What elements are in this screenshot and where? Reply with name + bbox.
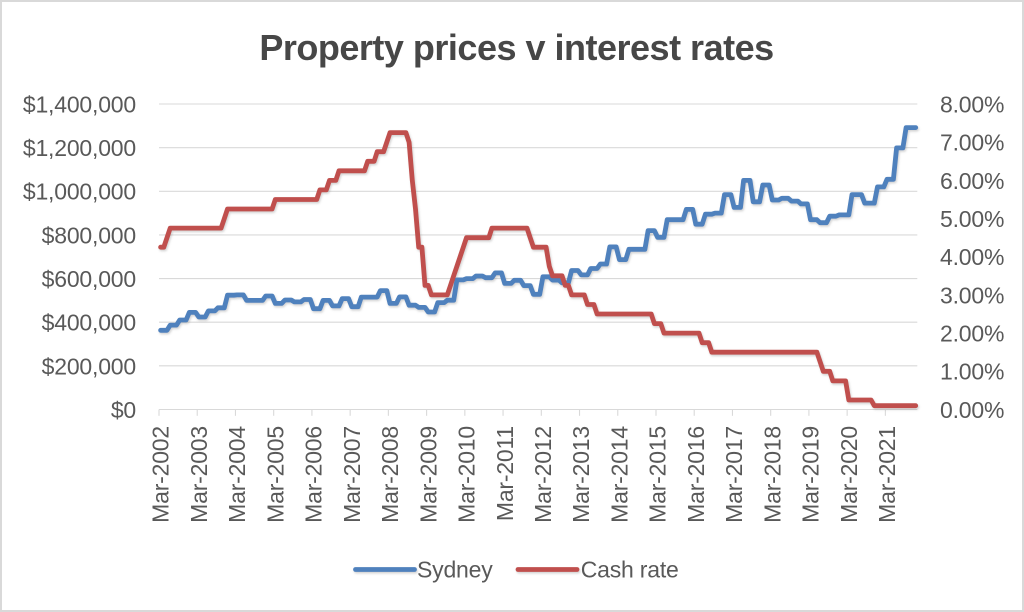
svg-text:Mar-2014: Mar-2014 bbox=[607, 426, 633, 523]
svg-text:6.00%: 6.00% bbox=[940, 168, 1004, 194]
svg-text:Mar-2006: Mar-2006 bbox=[301, 426, 327, 523]
svg-text:3.00%: 3.00% bbox=[940, 282, 1004, 308]
svg-text:$800,000: $800,000 bbox=[42, 222, 136, 248]
svg-text:Mar-2017: Mar-2017 bbox=[721, 426, 747, 523]
svg-text:Mar-2013: Mar-2013 bbox=[568, 426, 594, 523]
svg-text:Mar-2005: Mar-2005 bbox=[262, 426, 288, 523]
svg-text:Mar-2002: Mar-2002 bbox=[148, 426, 174, 523]
svg-text:Property prices v interest rat: Property prices v interest rates bbox=[259, 27, 773, 68]
svg-text:$600,000: $600,000 bbox=[42, 266, 136, 292]
svg-text:Mar-2010: Mar-2010 bbox=[454, 426, 480, 523]
svg-text:$1,000,000: $1,000,000 bbox=[23, 179, 136, 205]
svg-text:Mar-2004: Mar-2004 bbox=[224, 426, 250, 523]
svg-text:$0: $0 bbox=[111, 397, 136, 423]
svg-text:Mar-2016: Mar-2016 bbox=[683, 426, 709, 523]
svg-text:$1,400,000: $1,400,000 bbox=[23, 91, 136, 117]
svg-text:Mar-2018: Mar-2018 bbox=[759, 426, 785, 523]
svg-text:$200,000: $200,000 bbox=[42, 353, 136, 379]
svg-text:4.00%: 4.00% bbox=[940, 244, 1004, 270]
svg-text:2.00%: 2.00% bbox=[940, 321, 1004, 347]
svg-text:Mar-2003: Mar-2003 bbox=[186, 426, 212, 523]
svg-text:Mar-2011: Mar-2011 bbox=[492, 426, 518, 521]
svg-text:Mar-2019: Mar-2019 bbox=[798, 426, 824, 523]
svg-text:Mar-2007: Mar-2007 bbox=[339, 426, 365, 523]
svg-text:Mar-2008: Mar-2008 bbox=[377, 426, 403, 523]
svg-text:1.00%: 1.00% bbox=[940, 359, 1004, 385]
svg-text:Sydney: Sydney bbox=[417, 556, 493, 582]
svg-text:$400,000: $400,000 bbox=[42, 310, 136, 336]
svg-text:Mar-2012: Mar-2012 bbox=[530, 426, 556, 523]
svg-text:8.00%: 8.00% bbox=[940, 91, 1004, 117]
svg-text:Cash rate: Cash rate bbox=[581, 556, 679, 582]
svg-text:$1,200,000: $1,200,000 bbox=[23, 135, 136, 161]
svg-text:0.00%: 0.00% bbox=[940, 397, 1004, 423]
svg-text:Mar-2020: Mar-2020 bbox=[836, 426, 862, 523]
svg-text:Mar-2009: Mar-2009 bbox=[415, 426, 441, 523]
svg-text:7.00%: 7.00% bbox=[940, 130, 1004, 156]
svg-text:5.00%: 5.00% bbox=[940, 206, 1004, 232]
svg-text:Mar-2015: Mar-2015 bbox=[645, 426, 671, 523]
svg-text:Mar-2021: Mar-2021 bbox=[874, 426, 900, 523]
